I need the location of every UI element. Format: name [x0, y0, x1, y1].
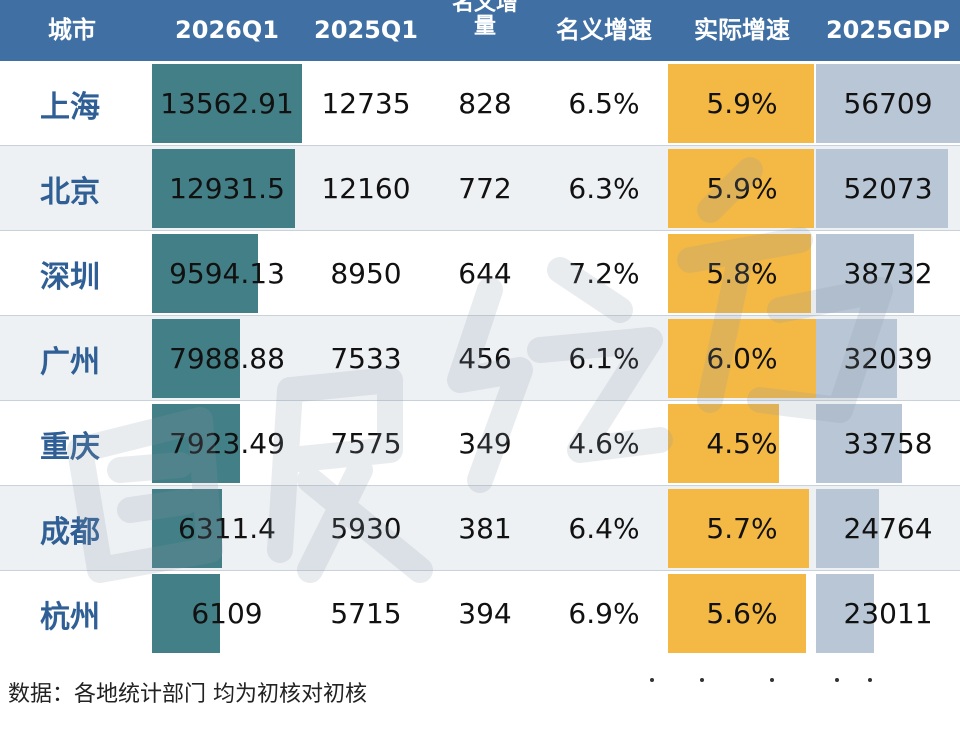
value-nominal-increase: 828: [458, 87, 512, 120]
header-nominal-increase: 名义增 量: [451, 0, 518, 40]
value-2025q1: 8950: [330, 257, 402, 290]
value-gdp-2025: 33758: [843, 427, 933, 460]
value-2025q1: 7575: [330, 427, 402, 460]
city-label: 成都: [40, 514, 100, 550]
value-2026q1: 12931.5: [169, 172, 285, 205]
value-nominal-growth: 6.3%: [568, 172, 640, 205]
bar-2026q1: [152, 319, 240, 398]
value-nominal-growth: 4.6%: [568, 427, 640, 460]
dot: [700, 678, 704, 682]
value-real-growth: 5.8%: [706, 257, 778, 290]
value-nominal-growth: 6.1%: [568, 342, 640, 375]
bar-gdp-2025: [816, 574, 874, 653]
value-real-growth: 6.0%: [706, 342, 778, 375]
value-gdp-2025: 56709: [843, 87, 933, 120]
bar-2026q1: [152, 234, 258, 313]
value-nominal-growth: 6.9%: [568, 597, 640, 630]
dot: [650, 678, 654, 682]
value-2025q1: 12160: [321, 172, 411, 205]
bar-gdp-2025: [816, 319, 897, 398]
value-nominal-increase: 381: [458, 512, 512, 545]
table-body: 上海 13562.91 12735 828 6.5% 5.9% 56709 北京 12931.5…: [0, 61, 960, 658]
header-nominal-growth: 名义增速: [556, 15, 652, 44]
bar-real-growth: [668, 234, 811, 313]
value-nominal-increase: 456: [458, 342, 512, 375]
value-2025q1: 7533: [330, 342, 402, 375]
bar-real-growth: [668, 149, 814, 228]
source-note: 数据：各地统计部门 均为初核对初核: [8, 682, 367, 707]
table-row: 北京 12931.5 12160 772 6.3% 5.9% 52073: [0, 146, 960, 231]
value-gdp-2025: 32039: [843, 342, 933, 375]
bar-2026q1: [152, 404, 240, 483]
value-2026q1: 7988.88: [169, 342, 285, 375]
city-label: 深圳: [40, 259, 100, 295]
header-2025q1: 2025Q1: [314, 15, 418, 44]
table-row: 上海 13562.91 12735 828 6.5% 5.9% 56709: [0, 61, 960, 146]
bar-2026q1: [152, 574, 220, 653]
table-row: 成都 6311.4 5930 381 6.4% 5.7% 24764: [0, 486, 960, 571]
dot: [770, 678, 774, 682]
value-real-growth: 5.6%: [706, 597, 778, 630]
value-real-growth: 5.7%: [706, 512, 778, 545]
header-city: 城市: [48, 15, 96, 44]
value-2026q1: 6311.4: [178, 512, 276, 545]
value-real-growth: 5.9%: [706, 172, 778, 205]
value-2025q1: 5715: [330, 597, 402, 630]
value-gdp-2025: 52073: [843, 172, 933, 205]
bar-gdp-2025: [816, 64, 960, 143]
value-real-growth: 4.5%: [706, 427, 778, 460]
header-gdp-2025: 2025GDP: [825, 15, 950, 44]
bar-gdp-2025: [816, 404, 902, 483]
city-label: 广州: [40, 344, 100, 380]
value-2025q1: 12735: [321, 87, 411, 120]
value-2026q1: 7923.49: [169, 427, 285, 460]
header-2026q1: 2026Q1: [175, 15, 279, 44]
bar-gdp-2025: [816, 149, 948, 228]
dot: [868, 678, 872, 682]
bar-real-growth: [668, 404, 779, 483]
value-2026q1: 6109: [191, 597, 263, 630]
bar-2026q1: [152, 149, 295, 228]
bar-2026q1: [152, 64, 302, 143]
table-row: 广州 7988.88 7533 456 6.1% 6.0% 32039: [0, 316, 960, 401]
value-2026q1: 13562.91: [160, 87, 294, 120]
bar-real-growth: [668, 574, 806, 653]
bar-2026q1: [152, 489, 222, 568]
header-real-growth: 实际增速: [694, 15, 790, 44]
value-gdp-2025: 23011: [843, 597, 933, 630]
value-real-growth: 5.9%: [706, 87, 778, 120]
value-nominal-increase: 349: [458, 427, 512, 460]
bar-gdp-2025: [816, 489, 879, 568]
value-nominal-increase: 644: [458, 257, 512, 290]
value-gdp-2025: 38732: [843, 257, 933, 290]
city-label: 重庆: [40, 429, 100, 465]
table-row: 重庆 7923.49 7575 349 4.6% 4.5% 33758: [0, 401, 960, 486]
value-nominal-growth: 6.5%: [568, 87, 640, 120]
city-label: 北京: [40, 174, 100, 210]
decorative-dots: [650, 678, 950, 682]
value-nominal-increase: 772: [458, 172, 512, 205]
table-header: 城市 2026Q1 2025Q1 名义增 量 名义增速 实际增速 2025GDP: [0, 0, 960, 61]
value-nominal-growth: 6.4%: [568, 512, 640, 545]
bar-real-growth: [668, 489, 809, 568]
city-label: 杭州: [40, 599, 100, 635]
bar-real-growth: [668, 64, 814, 143]
table-row: 深圳 9594.13 8950 644 7.2% 5.8% 38732: [0, 231, 960, 316]
value-2026q1: 9594.13: [169, 257, 285, 290]
footer: 数据：各地统计部门 均为初核对初核: [0, 658, 960, 732]
value-gdp-2025: 24764: [843, 512, 933, 545]
city-label: 上海: [40, 89, 100, 125]
dot: [835, 678, 839, 682]
value-nominal-growth: 7.2%: [568, 257, 640, 290]
bar-gdp-2025: [816, 234, 914, 313]
value-2025q1: 5930: [330, 512, 402, 545]
bar-real-growth: [668, 319, 816, 398]
value-nominal-increase: 394: [458, 597, 512, 630]
table-row: 杭州 6109 5715 394 6.9% 5.6% 23011: [0, 571, 960, 656]
